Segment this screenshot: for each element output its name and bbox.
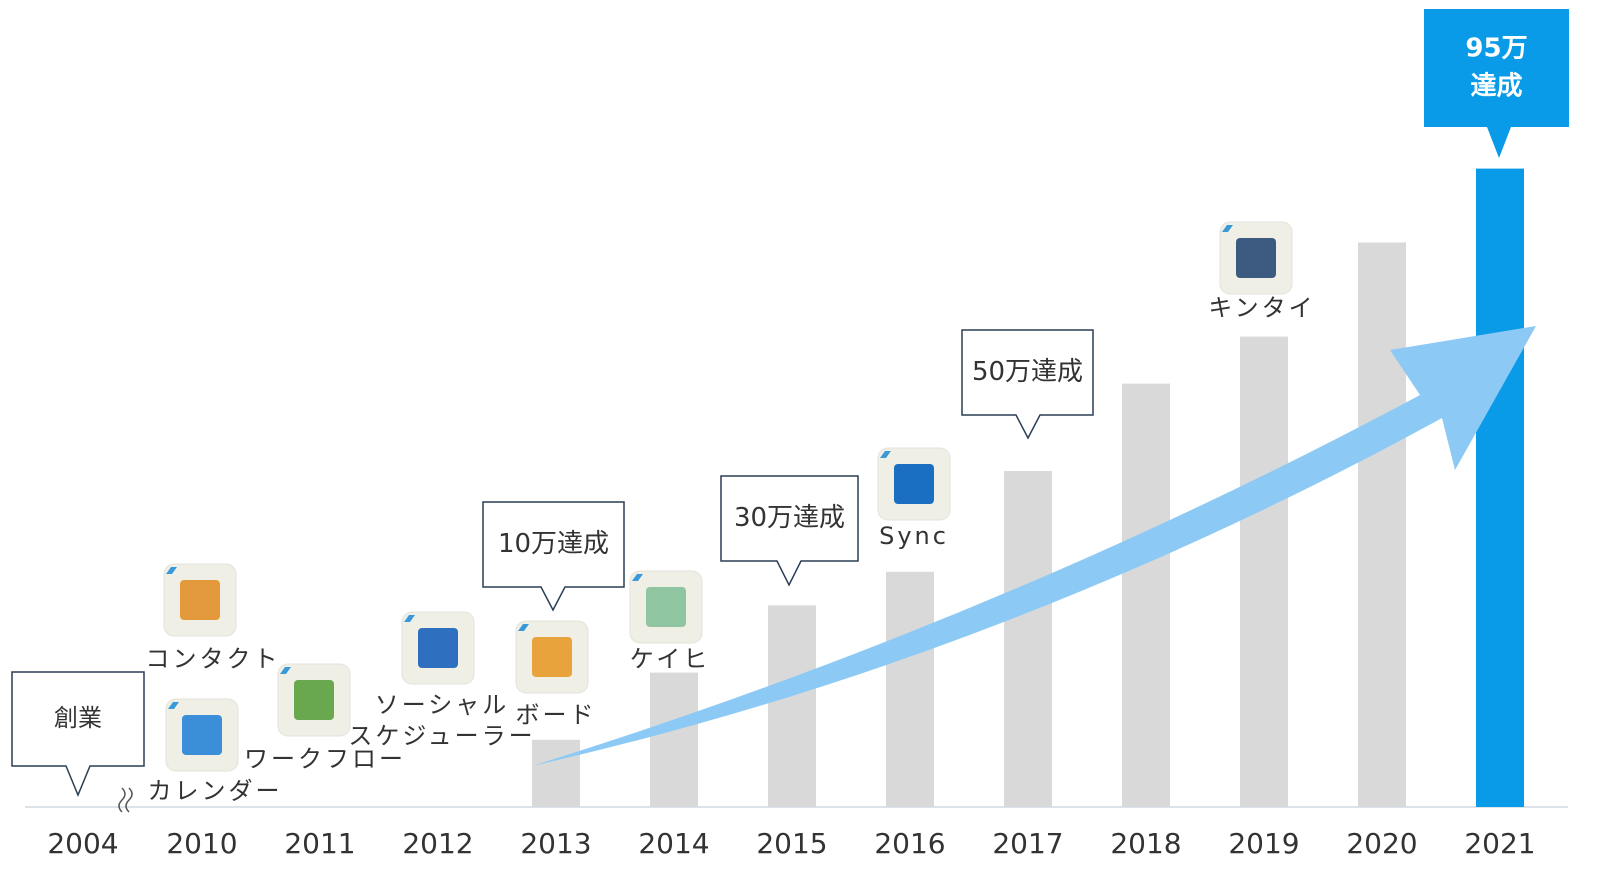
milestone-label: 95万 (1465, 34, 1527, 64)
app-badge (632, 574, 643, 581)
milestone-label: 達成 (1470, 72, 1522, 102)
app-label: キンタイ (1208, 294, 1315, 322)
app-label: スケジューラー (348, 722, 535, 750)
milestone-callout (720, 475, 859, 587)
app-label: コンタクト (146, 645, 281, 673)
app-label: カレンダー (148, 777, 283, 805)
growth-arrow (532, 326, 1536, 766)
app-badge (518, 624, 529, 631)
app-label: ケイヒ (630, 645, 711, 673)
app-icon-symbol (182, 715, 222, 755)
milestone-callout (482, 501, 625, 612)
bar (532, 739, 580, 807)
x-tick-label: 2018 (1110, 827, 1181, 860)
bar (650, 672, 698, 807)
bar (1122, 383, 1170, 807)
x-tick-label: 2015 (756, 827, 827, 860)
app-icon-symbol (646, 587, 686, 627)
bar (768, 605, 816, 807)
app-label: Sync (879, 522, 949, 550)
app-icon-symbol (180, 580, 220, 620)
app-icon-symbol (418, 628, 458, 668)
app-icon-symbol (894, 464, 934, 504)
bar (1240, 336, 1288, 807)
x-tick-label: 2012 (402, 827, 473, 860)
milestone-label: 創業 (54, 704, 102, 732)
app-badge (168, 702, 179, 709)
app-badge (880, 451, 891, 458)
app-badge (280, 667, 291, 674)
app-icon-symbol (532, 637, 572, 677)
app-label: ボード (516, 701, 597, 729)
x-tick-label: 2010 (166, 827, 237, 860)
x-tick-label: 2011 (284, 827, 355, 860)
app-label: ワークフロー (244, 745, 406, 773)
app-badge (166, 567, 177, 574)
milestone-label: 30万達成 (734, 503, 845, 533)
x-tick-label: 2014 (638, 827, 709, 860)
milestone-callout (961, 329, 1094, 440)
app-icon-symbol (294, 680, 334, 720)
bar (1004, 471, 1052, 807)
app-label: ソーシャル (375, 691, 510, 719)
milestone-label: 50万達成 (972, 357, 1083, 387)
x-tick-label: 2013 (520, 827, 591, 860)
app-icon-symbol (1236, 238, 1276, 278)
x-tick-label: 2017 (992, 827, 1063, 860)
milestone-callout (1424, 9, 1569, 158)
x-tick-label: 2019 (1228, 827, 1299, 860)
bar (1476, 168, 1524, 808)
x-tick-label: 2004 (47, 827, 118, 860)
bar (1358, 242, 1406, 807)
app-badge (404, 615, 415, 622)
x-tick-label: 2021 (1464, 827, 1535, 860)
app-badge (1222, 225, 1233, 232)
x-tick-label: 2020 (1346, 827, 1417, 860)
milestone-callout (11, 671, 145, 797)
milestone-label: 10万達成 (498, 529, 609, 559)
axis-break (118, 787, 133, 813)
bar (886, 571, 934, 807)
x-tick-label: 2016 (874, 827, 945, 860)
